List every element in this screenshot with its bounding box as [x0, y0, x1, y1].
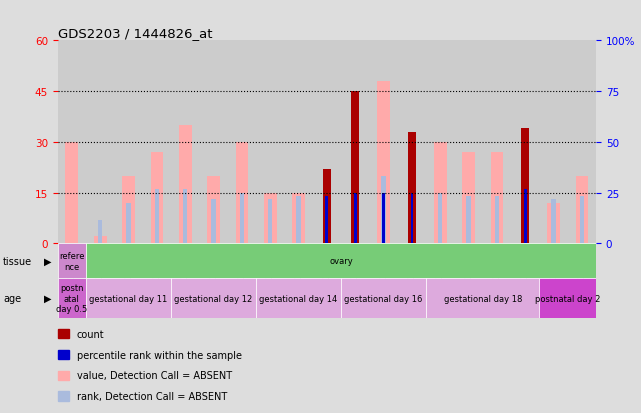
Bar [351, 92, 359, 244]
Bar [551, 200, 556, 244]
Text: count: count [77, 329, 104, 339]
Bar [540, 279, 596, 318]
Bar [65, 142, 78, 244]
Bar [183, 190, 187, 244]
Bar [382, 193, 385, 244]
Bar [86, 41, 114, 244]
Bar [313, 41, 341, 244]
Bar [256, 279, 341, 318]
Bar [341, 41, 369, 244]
Bar [264, 193, 277, 244]
Bar [143, 41, 171, 244]
Bar [524, 190, 527, 244]
Bar [483, 41, 511, 244]
Bar [256, 41, 285, 244]
Bar [547, 203, 560, 244]
Bar [426, 279, 540, 318]
Bar [292, 193, 305, 244]
Bar [495, 197, 499, 244]
Bar [114, 41, 143, 244]
Text: rank, Detection Call = ABSENT: rank, Detection Call = ABSENT [77, 391, 227, 401]
Bar [580, 197, 584, 244]
Bar [540, 41, 568, 244]
Bar [58, 244, 86, 279]
Bar [426, 41, 454, 244]
Bar [268, 200, 272, 244]
Text: ovary: ovary [329, 257, 353, 266]
Bar [490, 152, 503, 244]
Bar [154, 190, 159, 244]
Bar [410, 193, 413, 244]
Bar [179, 126, 192, 244]
Bar [171, 41, 199, 244]
Bar [381, 176, 386, 244]
Bar [467, 197, 470, 244]
Text: age: age [3, 293, 21, 304]
Text: percentile rank within the sample: percentile rank within the sample [77, 350, 242, 360]
Bar [354, 193, 356, 244]
Bar [377, 82, 390, 244]
Bar [462, 152, 475, 244]
Text: tissue: tissue [3, 256, 32, 266]
Bar [171, 279, 256, 318]
Text: refere
nce: refere nce [59, 252, 85, 271]
Text: gestational day 16: gestational day 16 [344, 294, 423, 303]
Bar [126, 203, 131, 244]
Text: ▶: ▶ [44, 293, 51, 304]
Text: ▶: ▶ [44, 256, 51, 266]
Bar [235, 142, 248, 244]
Bar [511, 41, 540, 244]
Bar [341, 279, 426, 318]
Bar [207, 176, 220, 244]
Bar [326, 197, 328, 244]
Bar [98, 220, 103, 244]
Bar [228, 41, 256, 244]
Bar [296, 197, 301, 244]
Text: gestational day 18: gestational day 18 [444, 294, 522, 303]
Bar [122, 176, 135, 244]
Bar [568, 41, 596, 244]
Bar [94, 237, 106, 244]
Bar [58, 279, 86, 318]
Bar [86, 279, 171, 318]
Bar [151, 152, 163, 244]
Bar [454, 41, 483, 244]
Bar [212, 200, 215, 244]
Bar [285, 41, 313, 244]
Bar [199, 41, 228, 244]
Bar [408, 132, 416, 244]
Bar [240, 193, 244, 244]
Text: gestational day 11: gestational day 11 [89, 294, 168, 303]
Bar [58, 41, 86, 244]
Text: gestational day 12: gestational day 12 [174, 294, 253, 303]
Bar [521, 129, 529, 244]
Text: value, Detection Call = ABSENT: value, Detection Call = ABSENT [77, 370, 232, 380]
Text: postnatal day 2: postnatal day 2 [535, 294, 601, 303]
Bar [398, 41, 426, 244]
Bar [369, 41, 398, 244]
Text: GDS2203 / 1444826_at: GDS2203 / 1444826_at [58, 27, 212, 40]
Bar [576, 176, 588, 244]
Bar [434, 142, 447, 244]
Bar [438, 193, 442, 244]
Text: gestational day 14: gestational day 14 [260, 294, 338, 303]
Bar [323, 169, 331, 244]
Text: postn
atal
day 0.5: postn atal day 0.5 [56, 284, 87, 313]
